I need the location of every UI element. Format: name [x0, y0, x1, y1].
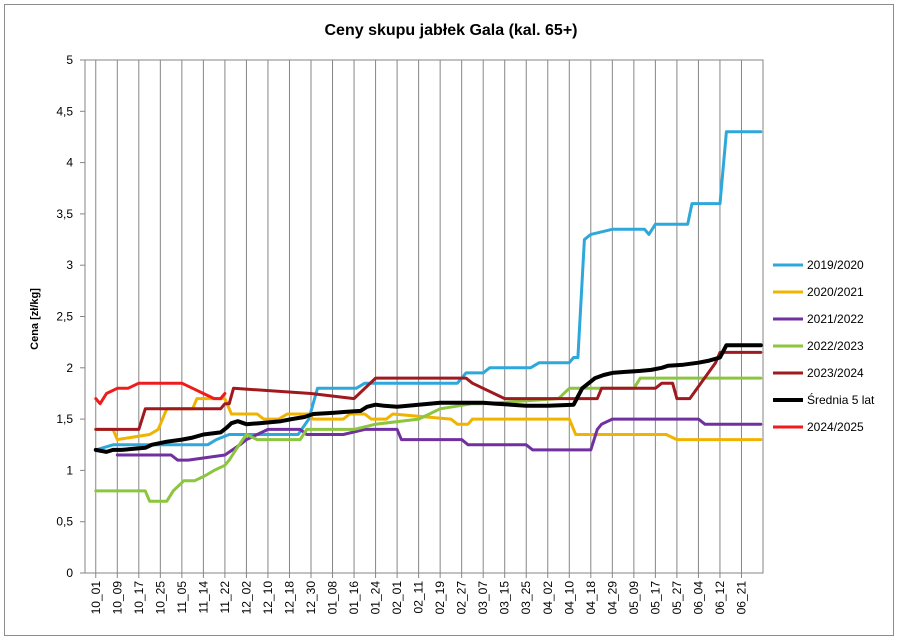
legend-label: 2019/2020: [807, 258, 864, 272]
y-tick-label: 0,5: [56, 515, 73, 529]
x-tick-label: 04_02: [541, 581, 555, 615]
legend-label: 2023/2024: [807, 366, 864, 380]
x-tick-label: 05_09: [627, 581, 641, 615]
x-tick-label: 04_10: [562, 581, 576, 615]
y-axis-label: Cena [zł/kg]: [29, 288, 41, 350]
legend-label: Średnia 5 lat: [807, 392, 875, 407]
series-lines: [93, 130, 763, 503]
y-tick-label: 3,5: [56, 207, 73, 221]
y-tick-label: 5: [66, 53, 73, 67]
x-tick-label: 06_12: [713, 581, 727, 615]
x-tick-label: 10_09: [110, 581, 124, 615]
x-tick-label: 02_27: [455, 581, 469, 615]
y-tick-label: 0: [66, 566, 73, 580]
x-tick-label: 03_07: [476, 581, 490, 615]
y-tick-label: 4: [66, 156, 73, 170]
x-tick-label: 10_17: [132, 581, 146, 615]
x-tick-label: 04_18: [584, 581, 598, 615]
y-tick-label: 1,5: [56, 412, 73, 426]
x-tick-label: 12_10: [261, 581, 275, 615]
y-tick-label: 1: [66, 463, 73, 477]
y-tick-label: 4,5: [56, 104, 73, 118]
y-tick-label: 2: [66, 361, 73, 375]
series-line: [94, 376, 763, 503]
x-tick-label: 01_24: [369, 581, 383, 615]
series-line: [94, 130, 763, 452]
x-tick-labels: 10_01 10_09 10_17 10_25 11_05 11_14 11_22 12_02…: [89, 581, 749, 615]
y-tick-label: 2,5: [56, 310, 73, 324]
x-tick-label: 11_05: [175, 581, 189, 614]
x-tick-label: 02_11: [412, 581, 426, 614]
x-tick-label: 10_01: [89, 581, 103, 615]
legend-label: 2020/2021: [807, 285, 864, 299]
x-tick-label: 05_27: [670, 581, 684, 615]
x-tick-label: 01_08: [326, 581, 340, 615]
y-tick-labels: 0 0,5 1 1,5 2 2,5 3 3,5 4 4,5 5: [56, 53, 73, 580]
x-tick-label: 01_16: [347, 581, 361, 615]
x-tick-label: 05_17: [648, 581, 662, 615]
x-tick-label: 03_25: [519, 581, 533, 615]
legend-label: 2024/2025: [807, 420, 864, 434]
x-tick-label: 06_04: [691, 581, 705, 615]
x-tick-label: 12_30: [304, 581, 318, 615]
plot-area: [84, 59, 764, 574]
legend-label: 2022/2023: [807, 339, 864, 353]
legend: 2019/2020 2020/2021 2021/2022 2022/2023 2023…: [773, 258, 875, 434]
chart-title: Ceny skupu jabłek Gala (kal. 65+): [325, 22, 578, 39]
x-tick-label: 06_21: [734, 581, 748, 615]
axes: [80, 59, 764, 578]
line-chart: Ceny skupu jabłek Gala (kal. 65+) 00,511…: [29, 22, 875, 615]
series-line: [115, 417, 763, 462]
x-tick-label: 02_01: [390, 581, 404, 615]
series-line: [94, 381, 227, 406]
series-line: [94, 350, 763, 431]
grid-lines: [95, 60, 742, 573]
y-tick-label: 3: [66, 258, 73, 272]
x-tick-label: 04_29: [605, 581, 619, 615]
x-tick-label: 12_18: [282, 581, 296, 615]
x-tick-label: 10_25: [153, 581, 167, 615]
x-tick-label: 03_15: [498, 581, 512, 615]
x-tick-label: 12_02: [239, 581, 253, 615]
series-line: [93, 343, 763, 454]
legend-label: 2021/2022: [807, 312, 864, 326]
x-tick-label: 02_19: [433, 581, 447, 615]
x-tick-label: 11_14: [196, 581, 210, 614]
x-tick-label: 11_22: [218, 581, 232, 614]
chart-frame: Ceny skupu jabłek Gala (kal. 65+) 0 0,5 1 1…: [4, 4, 894, 636]
